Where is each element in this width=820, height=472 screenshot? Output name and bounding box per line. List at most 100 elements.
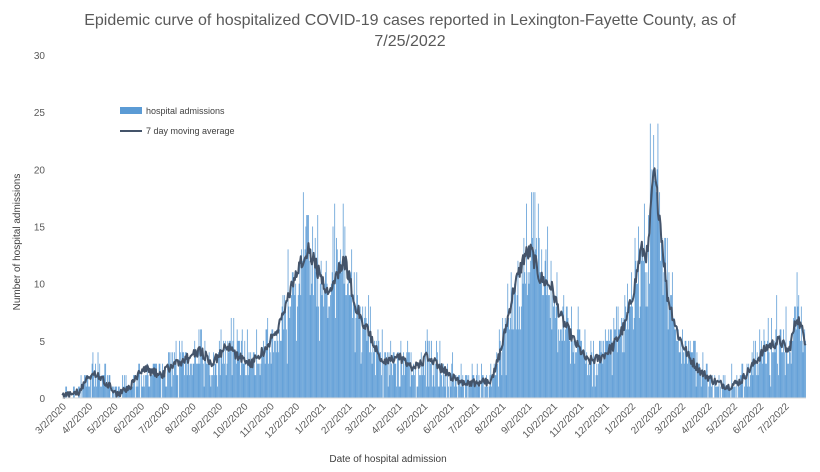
bar	[294, 295, 296, 398]
bar	[732, 386, 733, 398]
bar	[364, 317, 365, 398]
bar	[463, 386, 465, 398]
bar	[247, 375, 249, 398]
bar	[632, 306, 633, 398]
bar	[736, 375, 738, 398]
bar	[100, 386, 101, 398]
bar	[375, 375, 376, 398]
bar	[739, 375, 741, 398]
bar	[163, 375, 165, 398]
bar	[797, 306, 799, 398]
bar	[410, 352, 412, 398]
bar	[766, 363, 767, 398]
bar	[459, 375, 460, 398]
bar	[329, 306, 331, 398]
bar	[341, 272, 342, 398]
bar	[727, 386, 729, 398]
bar	[775, 329, 777, 398]
bar	[704, 375, 705, 398]
bar	[805, 340, 806, 398]
bar	[281, 306, 283, 398]
bar	[673, 317, 675, 398]
bar	[373, 352, 375, 398]
bar	[589, 363, 591, 398]
bar	[778, 375, 779, 398]
bar	[242, 363, 244, 398]
bar	[519, 306, 521, 398]
bar	[441, 375, 442, 398]
bar	[579, 329, 581, 398]
bar	[394, 363, 396, 398]
bar	[383, 363, 385, 398]
bar	[425, 340, 426, 398]
bar	[677, 340, 678, 398]
bar	[210, 386, 212, 398]
bar	[224, 363, 225, 398]
bar	[663, 272, 665, 398]
bar	[611, 375, 613, 398]
bar	[246, 375, 247, 398]
bar	[526, 295, 528, 398]
bar	[635, 260, 637, 398]
bar	[365, 317, 367, 398]
bar	[792, 340, 794, 398]
bar	[542, 295, 543, 398]
bar	[494, 375, 496, 398]
bar	[358, 306, 360, 398]
bar	[278, 352, 280, 398]
bar	[164, 375, 166, 398]
bar	[198, 329, 200, 398]
bar	[334, 203, 336, 398]
bar	[486, 375, 487, 398]
bar	[616, 352, 618, 398]
bar	[777, 363, 778, 398]
bar	[400, 340, 402, 398]
bar	[146, 363, 148, 398]
bar	[399, 386, 401, 398]
bar	[652, 180, 654, 398]
bar	[377, 329, 379, 398]
bar	[576, 329, 578, 398]
bar	[189, 375, 191, 398]
bar	[145, 375, 147, 398]
bar	[241, 329, 243, 398]
bar	[151, 375, 152, 398]
bar	[513, 329, 515, 398]
bar	[168, 352, 170, 398]
bar	[633, 317, 635, 398]
bar	[324, 272, 326, 398]
bar	[191, 375, 193, 398]
bar	[379, 352, 381, 398]
bar	[362, 306, 364, 398]
bar	[291, 272, 293, 398]
bar	[213, 352, 214, 398]
bar	[518, 329, 520, 398]
bar	[102, 375, 104, 398]
bar	[82, 386, 84, 398]
bar	[162, 375, 164, 398]
bar	[710, 375, 711, 398]
bar	[204, 340, 206, 398]
bar	[535, 249, 537, 398]
bar	[593, 363, 595, 398]
bar	[670, 295, 672, 398]
bar	[680, 340, 682, 398]
bar	[308, 215, 309, 398]
bar	[461, 386, 463, 398]
bar	[512, 295, 514, 398]
bar	[511, 329, 513, 398]
bar	[133, 375, 135, 398]
bar	[501, 375, 503, 398]
bar	[199, 363, 201, 398]
bar	[341, 260, 343, 398]
bar	[580, 340, 582, 398]
bar	[311, 283, 313, 398]
bar	[622, 317, 624, 398]
bar	[548, 295, 549, 398]
bar	[800, 340, 801, 398]
bar	[296, 306, 298, 398]
bar	[397, 352, 398, 398]
y-tick-label: 5	[39, 337, 45, 348]
bar	[287, 249, 289, 398]
bar	[666, 237, 668, 398]
